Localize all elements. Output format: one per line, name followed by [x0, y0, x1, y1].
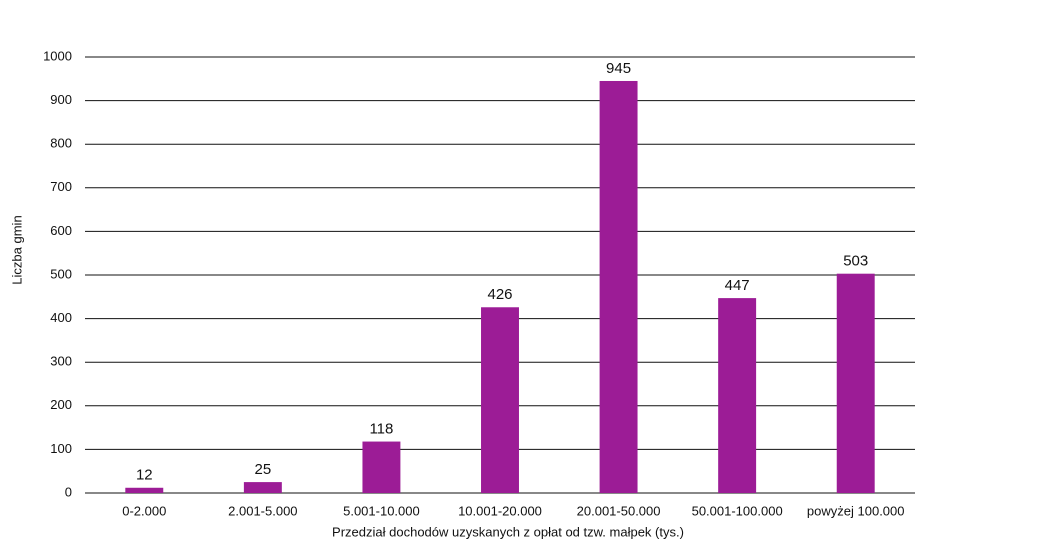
- value-label: 118: [369, 421, 393, 438]
- x-tick-label: 0-2.000: [122, 503, 166, 518]
- y-tick-label: 600: [50, 223, 72, 238]
- y-tick-label: 500: [50, 266, 72, 281]
- x-tick-label: powyżej 100.000: [807, 503, 905, 518]
- y-tick-label: 200: [50, 397, 72, 412]
- y-tick-label: 100: [50, 441, 72, 456]
- value-label: 945: [606, 60, 631, 77]
- value-label: 426: [487, 286, 512, 303]
- x-tick-label: 50.001-100.000: [692, 503, 783, 518]
- bar: [836, 273, 875, 493]
- x-axis-label: Przedział dochodów uzyskanych z opłat od…: [332, 524, 684, 539]
- x-tick-label: 5.001-10.000: [343, 503, 420, 518]
- y-tick-label: 700: [50, 179, 72, 194]
- x-tick-label: 10.001-20.000: [458, 503, 542, 518]
- y-tick-label: 0: [65, 484, 72, 499]
- y-tick-label: 300: [50, 354, 72, 369]
- bar: [718, 298, 757, 493]
- y-tick-label: 400: [50, 310, 72, 325]
- x-tick-label: 2.001-5.000: [228, 503, 297, 518]
- bar: [481, 307, 519, 493]
- bar: [362, 441, 401, 493]
- value-label: 447: [725, 277, 750, 294]
- y-tick-label: 1000: [43, 48, 72, 63]
- bar: [599, 80, 638, 493]
- x-tick-label: 20.001-50.000: [577, 503, 661, 518]
- value-label: 25: [255, 461, 272, 478]
- bar: [125, 487, 164, 493]
- bar: [243, 482, 282, 493]
- y-axis-label: Liczba gmin: [9, 215, 24, 284]
- value-label: 12: [136, 467, 153, 484]
- y-tick-label: 900: [50, 92, 72, 107]
- value-label: 503: [843, 253, 868, 270]
- y-tick-label: 800: [50, 136, 72, 151]
